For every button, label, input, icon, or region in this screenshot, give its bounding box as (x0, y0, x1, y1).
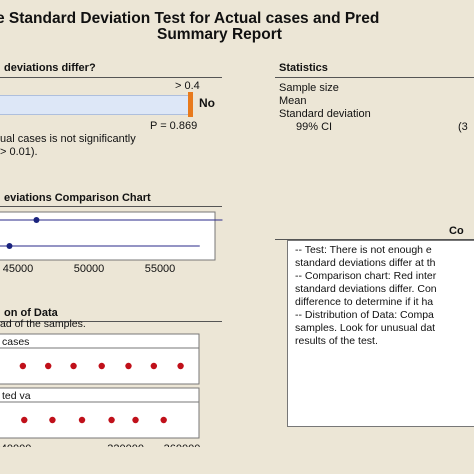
comparison-chart-title: eviations Comparison Chart (4, 192, 151, 204)
data-dot (177, 362, 184, 370)
comment-line-1: -- Test: There is not enough e (295, 244, 432, 256)
distribution-tick-label: 240000 (0, 443, 31, 447)
comment-line-7: samples. Look for unusual dat (295, 322, 436, 334)
data-dot (150, 362, 158, 370)
data-dot (160, 416, 167, 424)
report-title-line1: e Standard Deviation Test for Actual cas… (0, 10, 380, 27)
report-title-line2: Summary Report (157, 26, 282, 43)
threshold-label: > 0.4 (175, 80, 200, 92)
answer-label: No (199, 96, 215, 110)
stat-row-mean: Mean (279, 95, 307, 107)
stat-ci-value: (3 (458, 121, 468, 133)
statistics-divider (275, 77, 474, 78)
data-dot (78, 416, 86, 424)
stat-row-sample-size: Sample size (279, 82, 339, 94)
distribution-group-label-2: ted va (2, 390, 31, 402)
data-dot (49, 416, 56, 424)
distribution-subtitle: ad of the samples. (0, 318, 86, 330)
comment-line-2: standard deviations differ at th (295, 257, 436, 269)
distribution-group-label-1: cases (2, 336, 29, 348)
no-marker (188, 92, 193, 117)
comment-line-6: -- Distribution of Data: Compa (295, 309, 434, 321)
result-text-1: ual cases is not significantly (0, 133, 136, 145)
question-divider (0, 77, 222, 78)
data-dot (45, 362, 52, 370)
distribution-panel-2 (0, 387, 200, 439)
distribution-panel-1 (0, 333, 200, 385)
data-dot (21, 416, 28, 424)
data-dot (19, 362, 27, 370)
distribution-tick-label: 360000 (164, 443, 201, 447)
comment-line-3: -- Comparison chart: Red inter (295, 270, 437, 282)
comments-panel (287, 240, 474, 427)
p-value: P = 0.869 (150, 120, 198, 132)
stat-row-ci: 99% CI (296, 121, 333, 133)
distribution-chart: cases ted va 240000 320000 360000 (0, 333, 201, 447)
comparison-tick-label: 45000 (3, 263, 34, 275)
data-dot (125, 362, 132, 370)
comparison-tick-label: 55000 (145, 263, 176, 275)
distribution-tick-label: 320000 (107, 443, 144, 447)
comments-divider (275, 239, 474, 240)
data-dot (132, 416, 139, 424)
data-dot (70, 362, 77, 370)
stat-row-std: Standard deviation (279, 108, 371, 120)
question-heading: deviations differ? (4, 62, 96, 74)
comment-line-5: difference to determine if it ha (295, 296, 434, 308)
distribution-divider (0, 321, 222, 322)
comment-line-8: results of the test. (295, 335, 378, 347)
statistics-heading: Statistics (279, 62, 328, 74)
data-dot (108, 416, 115, 424)
mean-point-1 (33, 217, 40, 223)
distribution-title: on of Data (4, 307, 58, 319)
data-dot (98, 362, 105, 370)
answer-bar (0, 95, 190, 115)
comments-heading: Co (449, 225, 464, 237)
comparison-divider (0, 206, 222, 207)
comparison-tick-label: 50000 (74, 263, 105, 275)
mean-point-2 (6, 243, 13, 249)
result-text-2: > 0.01). (0, 146, 38, 158)
comparison-chart: 45000 50000 55000 (0, 211, 223, 275)
comparison-plot-frame (0, 211, 216, 261)
comment-line-4: standard deviations differ. Con (295, 283, 437, 295)
